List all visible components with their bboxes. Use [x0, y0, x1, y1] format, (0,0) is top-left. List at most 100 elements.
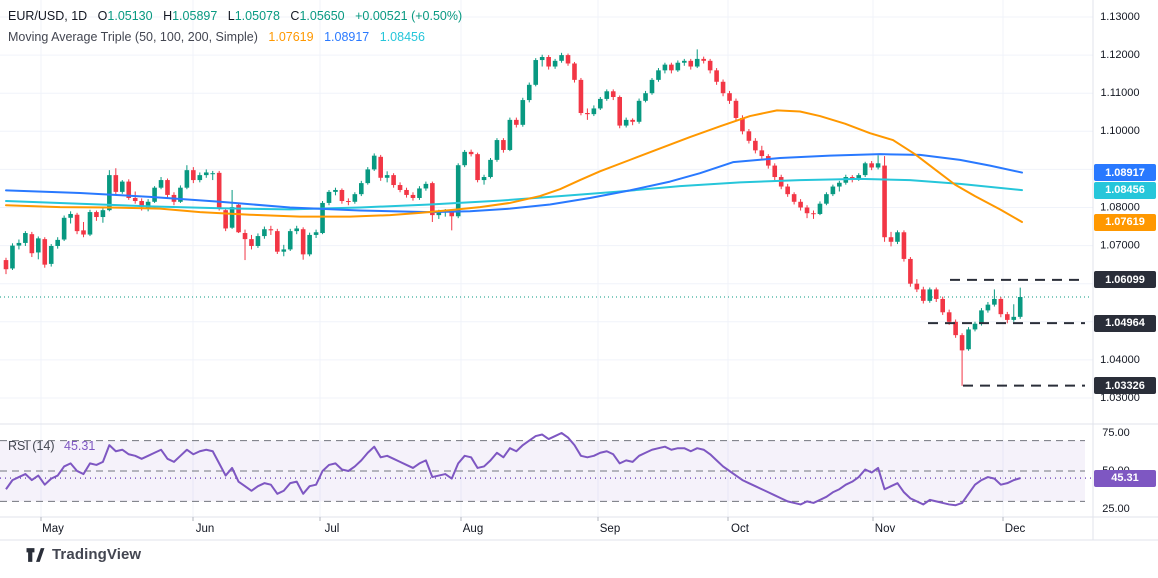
candle-body: [100, 210, 106, 218]
candle-body: [714, 70, 719, 82]
candle-body: [688, 60, 694, 67]
candle-body: [740, 117, 745, 132]
candle-body: [514, 119, 519, 125]
candle-body: [36, 238, 41, 253]
candle-body: [74, 214, 80, 232]
candle-body: [165, 180, 170, 195]
candle-body: [992, 298, 997, 305]
price-badge: 1.03326: [1094, 377, 1156, 395]
price-axis-label: 1.12000: [1100, 49, 1140, 61]
candle-body: [720, 81, 726, 94]
candle-body: [1011, 316, 1017, 320]
chart-canvas[interactable]: 1.13000 1.12000 1.11000 1.10000 1.08000 1.070…: [0, 0, 1158, 545]
candle-body: [113, 175, 119, 192]
low-label: L: [227, 9, 235, 23]
candle-body: [197, 175, 203, 181]
candle-body: [455, 165, 461, 217]
candle-body: [791, 194, 797, 202]
candle-body: [333, 189, 338, 192]
ma-indicator-title: Moving Average Triple (50, 100, 200, Sim…: [8, 30, 258, 44]
candle-body: [727, 93, 732, 101]
candle-body: [223, 210, 228, 229]
candle-body: [294, 228, 299, 232]
candle-body: [869, 163, 874, 168]
candle-body: [203, 172, 209, 176]
candle-body: [694, 58, 700, 67]
symbol-legend-row[interactable]: EUR/USD, 1D O1.05130 H1.05897 L1.05078 C…: [8, 6, 462, 27]
candle-body: [132, 197, 138, 202]
candle-body: [798, 201, 803, 208]
candle-body: [824, 194, 829, 204]
candle-body: [404, 189, 409, 195]
candle-body: [817, 203, 823, 214]
candle-body: [313, 232, 319, 235]
close-label: C: [290, 9, 300, 23]
candle-body: [417, 188, 422, 198]
candle-body: [423, 183, 429, 189]
candle-body: [927, 289, 933, 301]
rsi-legend-row[interactable]: RSI (14) 45.31: [8, 439, 95, 453]
candle-body: [229, 207, 235, 228]
time-axis-label: Nov: [875, 523, 896, 535]
price-badge: 1.08456: [1094, 181, 1156, 199]
candle-body: [707, 60, 713, 71]
candle-body: [804, 207, 810, 214]
price-axis-label: 1.11000: [1101, 87, 1140, 99]
time-axis-label: Aug: [463, 523, 483, 535]
ma-legend-row[interactable]: Moving Average Triple (50, 100, 200, Sim…: [8, 27, 462, 48]
candle-body: [352, 194, 358, 202]
candle-body: [242, 233, 248, 240]
rsi-line: [5, 432, 1021, 507]
candle-body: [901, 232, 907, 259]
price-axis-label: 1.04000: [1100, 354, 1140, 366]
candle-body: [533, 60, 539, 85]
candle-body: [856, 175, 862, 179]
ma200-value: 1.08456: [379, 30, 425, 44]
candle-body: [539, 57, 545, 61]
candle-body: [940, 298, 945, 313]
symbol-title: EUR/USD, 1D: [8, 9, 88, 23]
candle-body: [643, 93, 648, 101]
candle-body: [875, 163, 881, 168]
candle-body: [384, 175, 390, 178]
price-badge: 1.08917: [1094, 164, 1156, 182]
candle-body: [604, 91, 610, 99]
ma50-value: 1.07619: [268, 30, 314, 44]
tradingview-branding[interactable]: TradingView: [26, 546, 141, 563]
candle-body: [81, 230, 86, 235]
candle-body: [630, 119, 635, 122]
candle-body: [178, 187, 183, 202]
candle-body: [895, 232, 900, 242]
candle-body: [552, 60, 558, 67]
candle-body: [675, 62, 681, 71]
time-axis-label: Sep: [600, 523, 620, 535]
candle-body: [29, 234, 35, 254]
price-axis-label: 1.13000: [1100, 11, 1140, 23]
ma-line: [5, 153, 1023, 214]
price-badge: 1.06099: [1094, 271, 1156, 289]
low-value: 1.05078: [234, 9, 280, 23]
time-axis[interactable]: May Jun Jul Aug Sep Oct Nov Dec: [42, 523, 1025, 535]
time-axis-label: Jun: [196, 523, 215, 535]
price-axis-label: 1.07000: [1100, 240, 1140, 252]
candle-body: [410, 194, 416, 198]
price-axis-label: 1.08000: [1100, 201, 1140, 213]
candle-body: [998, 298, 1004, 315]
candle-body: [507, 119, 513, 150]
candle-body: [959, 335, 965, 351]
close-value: 1.05650: [299, 9, 345, 23]
candle-body: [888, 237, 894, 242]
main-legend: EUR/USD, 1D O1.05130 H1.05897 L1.05078 C…: [8, 6, 462, 48]
candle-body: [42, 239, 48, 265]
candle-body: [430, 183, 435, 216]
candle-body: [184, 170, 190, 188]
candle-body: [23, 233, 28, 243]
candle-body: [359, 183, 364, 195]
candle-body: [119, 181, 125, 192]
candle-body: [785, 186, 790, 195]
candle-body: [3, 260, 9, 270]
candle-body: [262, 229, 267, 237]
price-axis[interactable]: 1.13000 1.12000 1.11000 1.10000 1.08000 1.070…: [1100, 11, 1140, 515]
candle-body: [837, 182, 842, 187]
